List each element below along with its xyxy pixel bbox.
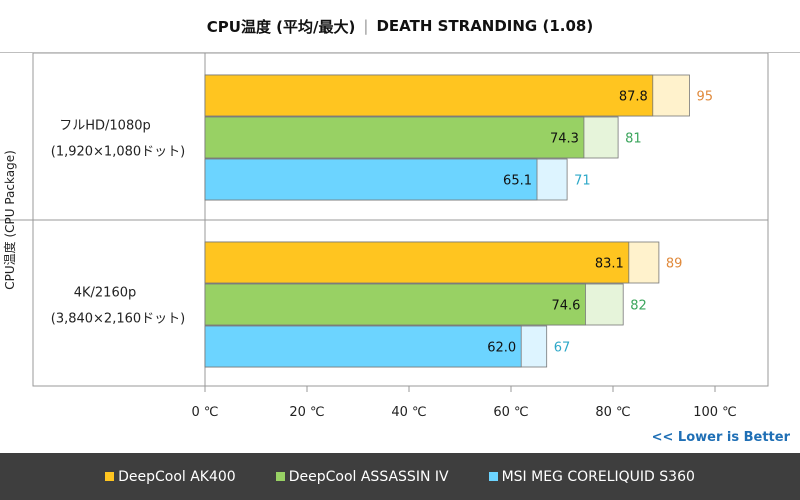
avg-value-label: 62.0 xyxy=(487,341,516,356)
x-tick-label: 60 ℃ xyxy=(493,405,528,420)
chart-title-main: CPU温度 (平均/最大) xyxy=(206,17,356,36)
max-value-label: 95 xyxy=(697,90,714,105)
x-tick-label: 0 ℃ xyxy=(191,405,218,420)
avg-bar xyxy=(204,241,630,284)
legend-label: MSI MEG CORELIQUID S360 xyxy=(501,468,695,485)
legend-swatch xyxy=(275,472,285,481)
legend-label: DeepCool ASSASSIN IV xyxy=(288,468,449,485)
chart-title: CPU温度 (平均/最大) | DEATH STRANDING (1.08) xyxy=(0,0,800,53)
legend-swatch xyxy=(105,472,115,481)
y-axis-label: CPU温度 (CPU Package) xyxy=(2,150,17,290)
bar-chart: 0 ℃ 20 ℃ 40 ℃ 60 ℃ 80 ℃ 100 ℃ CPU温度 (CPU Packa… xyxy=(0,53,769,420)
category-label-line1: 4K/2160p xyxy=(74,286,137,301)
category-label-line2: (3,840×2,160ドット) xyxy=(51,312,185,327)
avg-value-label: 74.3 xyxy=(550,132,579,147)
legend: DeepCool AK400 DeepCool ASSASSIN IV MSI ME… xyxy=(0,453,800,500)
chart-title-sub: DEATH STRANDING (1.08) xyxy=(376,17,594,35)
legend-item: DeepCool AK400 xyxy=(105,469,236,485)
x-tick-label: 40 ℃ xyxy=(391,405,426,420)
avg-value-label: 65.1 xyxy=(503,174,532,189)
legend-label: DeepCool AK400 xyxy=(118,468,236,485)
category-label-line2: (1,920×1,080ドット) xyxy=(51,145,185,160)
max-value-label: 82 xyxy=(630,299,647,314)
lower-is-better-note: << Lower is Better xyxy=(651,430,790,445)
avg-value-label: 83.1 xyxy=(595,257,624,272)
max-value-label: 81 xyxy=(625,132,642,147)
avg-value-label: 87.8 xyxy=(619,90,648,105)
title-separator: | xyxy=(363,17,369,35)
max-value-label: 89 xyxy=(666,257,683,272)
x-tick-label: 80 ℃ xyxy=(595,405,630,420)
category-label-line1: フルHD/1080p xyxy=(59,119,151,134)
avg-bar xyxy=(204,283,586,326)
x-tick-label: 100 ℃ xyxy=(693,405,737,420)
avg-bar xyxy=(204,325,522,368)
max-value-label: 71 xyxy=(574,174,591,189)
avg-value-label: 74.6 xyxy=(552,299,581,314)
x-tick-label: 20 ℃ xyxy=(289,405,324,420)
avg-bar xyxy=(204,158,538,201)
avg-bar xyxy=(204,74,654,117)
legend-item: DeepCool ASSASSIN IV xyxy=(275,468,449,485)
avg-bar xyxy=(204,116,585,159)
legend-item: MSI MEG CORELIQUID S360 xyxy=(488,468,695,485)
legend-swatch xyxy=(488,472,498,481)
max-value-label: 67 xyxy=(554,341,571,356)
